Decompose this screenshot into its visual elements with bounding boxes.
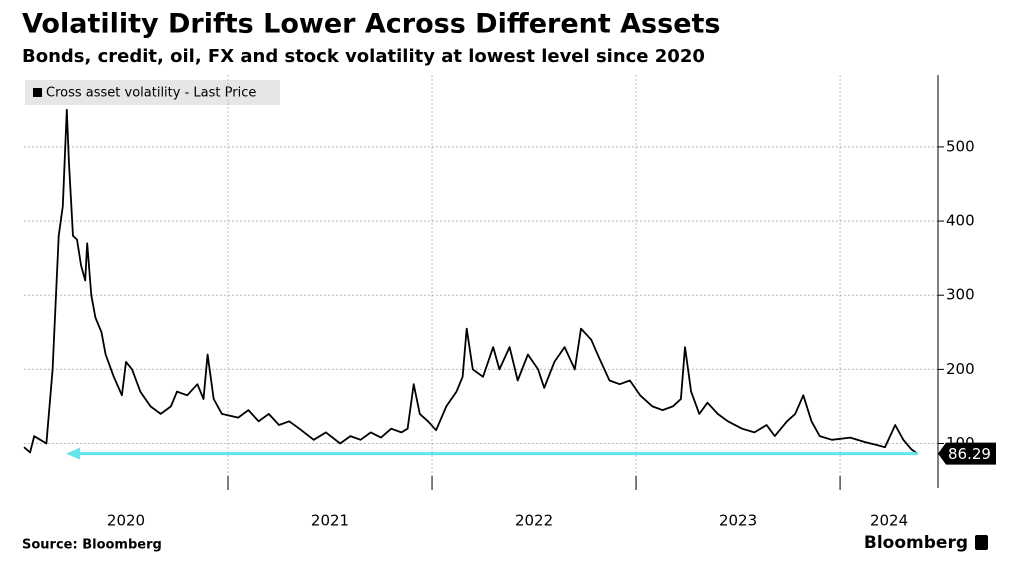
last-price-label: 86.29 <box>948 445 991 463</box>
y-tick-label: 300 <box>946 286 975 304</box>
legend-box <box>25 80 280 105</box>
x-tick-label: 2023 <box>719 512 757 530</box>
x-tick-label: 2024 <box>870 512 908 530</box>
line <box>23 108 919 455</box>
legend-swatch <box>33 88 42 97</box>
last-price-tag <box>938 442 996 465</box>
chart-title: Volatility Drifts Lower Across Different… <box>22 9 721 40</box>
x-tick-label: 2020 <box>107 512 145 530</box>
x-tick-label: 2022 <box>515 512 553 530</box>
source: Source: Bloomberg <box>22 538 162 553</box>
brand-icon <box>975 535 988 550</box>
brand: Bloomberg <box>864 533 968 553</box>
legend-label: Cross asset volatility - Last Price <box>46 86 256 101</box>
annotation-arrowhead <box>66 447 80 460</box>
x-tick-label: 2021 <box>311 512 349 530</box>
y-tick-label: 400 <box>946 212 975 230</box>
y-tick-label: 200 <box>946 360 975 378</box>
chart-subtitle: Bonds, credit, oil, FX and stock volatil… <box>22 46 705 67</box>
y-tick-label: 500 <box>946 137 975 155</box>
